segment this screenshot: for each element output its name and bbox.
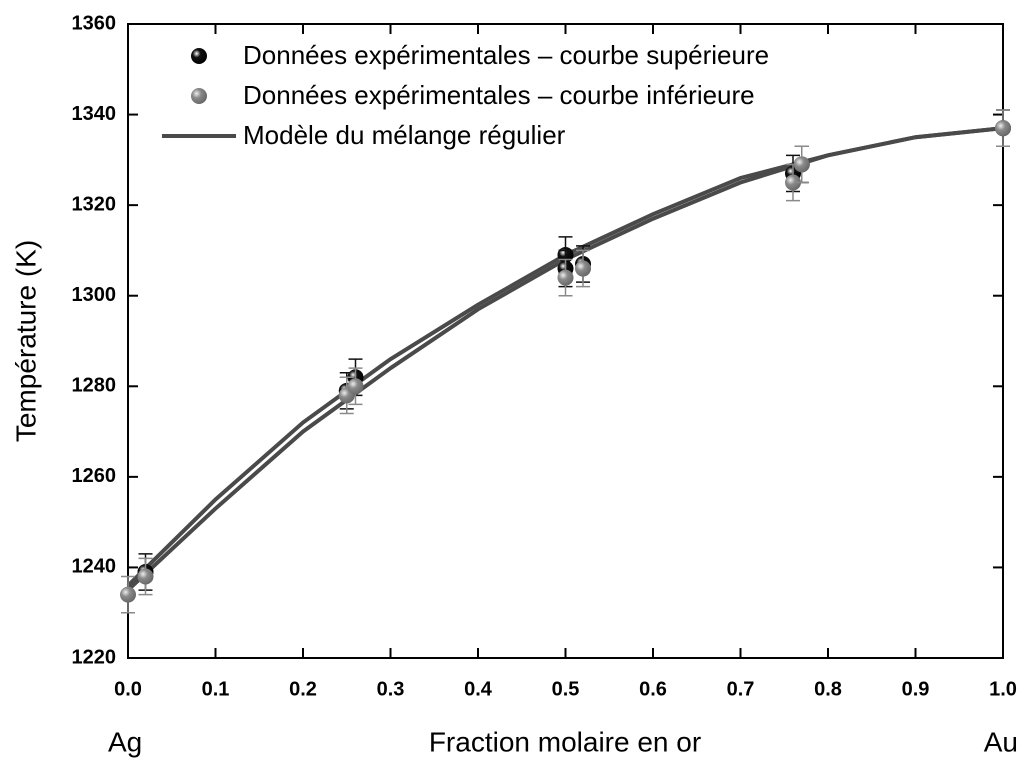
x-tick-label: 1.0 [989,678,1017,700]
x-tick-label: 0.2 [289,678,317,700]
x-tick-label: 0.8 [814,678,842,700]
model-line [126,126,1004,587]
data-point [793,156,810,173]
data-point [137,568,154,585]
x-tick-label: 0.0 [114,678,142,700]
x-axis-label: Fraction molaire en or [429,726,701,757]
y-tick-label: 1360 [72,12,117,34]
model-line [126,126,1004,592]
annotation: Au [984,726,1018,757]
data-point [785,174,801,191]
y-tick-label: 1300 [72,284,117,306]
legend-label: Données expérimentales – courbe supérieu… [243,40,769,70]
x-tick-label: 0.1 [202,678,230,700]
x-tick-label: 0.6 [639,678,667,700]
y-tick-label: 1340 [72,103,117,125]
x-tick-label: 0.4 [464,678,493,700]
y-tick-label: 1320 [72,193,117,215]
annotation: Ag [108,726,142,757]
data-point [120,586,136,603]
data-point [557,269,574,286]
x-tick-label: 0.9 [902,678,930,700]
y-tick-label: 1280 [72,375,117,397]
y-tick-label: 1220 [72,646,117,668]
y-tick-label: 1240 [72,556,117,578]
y-axis-label: Température (K) [10,240,41,442]
legend-marker [191,48,207,64]
data-point [575,260,591,277]
data-point [995,120,1011,137]
x-tick-label: 0.5 [552,678,580,700]
data-point [347,378,364,395]
legend-label: Données expérimentales – courbe inférieu… [243,80,755,110]
legend-marker [191,88,207,104]
legend-label: Modèle du mélange régulier [243,120,566,150]
x-tick-label: 0.3 [377,678,405,700]
y-tick-label: 1260 [72,465,117,487]
x-tick-label: 0.7 [727,678,755,700]
